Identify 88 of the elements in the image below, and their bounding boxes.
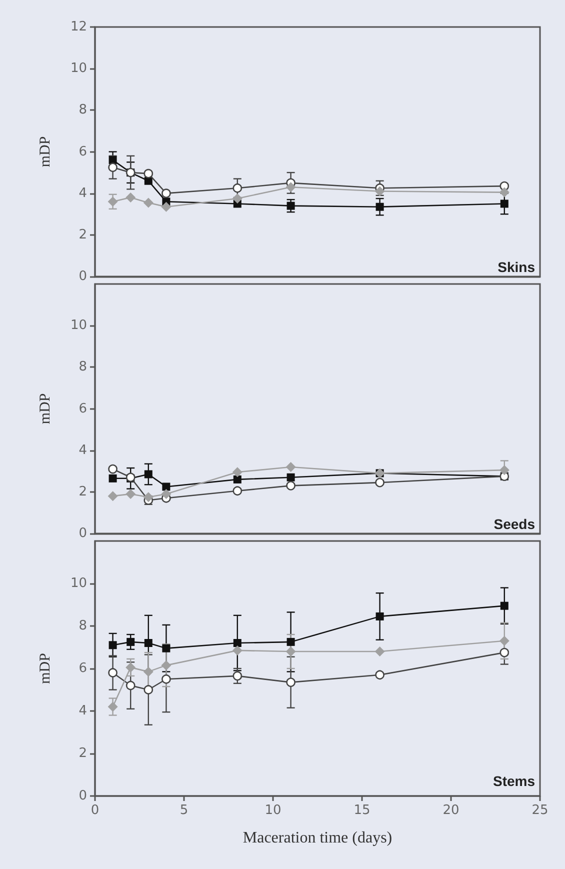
y-tick-label: 0 (78, 526, 87, 541)
point (286, 646, 296, 656)
x-tick-label: 20 (442, 803, 460, 818)
point (162, 482, 170, 491)
y-tick-label: 4 (78, 186, 87, 201)
point (108, 464, 118, 474)
point (286, 638, 295, 646)
y-tick-label: 8 (78, 102, 87, 118)
point (500, 200, 508, 208)
y-tick-label: 8 (78, 360, 87, 375)
point (144, 168, 154, 178)
point (144, 470, 152, 478)
x-tick-label: 25 (532, 803, 548, 818)
y-tick-label: 2 (78, 227, 87, 242)
y-tick-label: 8 (78, 618, 87, 634)
point (232, 645, 242, 656)
point (286, 473, 295, 482)
point (286, 462, 296, 472)
x-tick-label: 5 (180, 803, 188, 818)
point (108, 641, 117, 650)
y-tick-label: 6 (78, 661, 87, 676)
y-tick-label: 2 (78, 484, 87, 500)
point (108, 162, 118, 172)
point (499, 187, 510, 198)
y-tick-label: 6 (78, 401, 87, 416)
point (286, 678, 296, 687)
point (161, 660, 172, 670)
point (232, 467, 242, 478)
point (144, 685, 154, 694)
point (232, 486, 242, 496)
point (376, 202, 384, 211)
x-tick-label: 10 (264, 803, 282, 818)
annotation: Stems (492, 773, 536, 789)
point (143, 666, 154, 677)
y-tick-label: 0 (78, 269, 87, 284)
point (233, 639, 242, 647)
point (126, 638, 135, 646)
y-tick-label: 10 (70, 576, 87, 591)
point (161, 202, 172, 212)
point (500, 648, 510, 658)
x-tick-label: 15 (354, 803, 370, 818)
point (144, 639, 152, 647)
point (143, 198, 154, 208)
point (232, 194, 242, 204)
x-tick-label: 0 (90, 803, 100, 818)
point (108, 156, 117, 164)
y-axis-title: mDP (38, 653, 54, 684)
point (499, 636, 510, 646)
point (374, 646, 385, 656)
point (161, 488, 172, 499)
annotation: Skins (498, 259, 536, 275)
y-axis-title: mDP (38, 136, 54, 168)
point (108, 702, 118, 712)
point (376, 612, 384, 620)
y-tick-label: 10 (70, 61, 87, 76)
y-tick-label: 10 (70, 318, 87, 334)
y-tick-label: 12 (70, 20, 87, 34)
point (162, 188, 171, 198)
y-tick-label: 2 (78, 746, 87, 761)
point (108, 474, 117, 482)
x-axis-title: Maceration time (days) (242, 830, 392, 846)
annotation: Seeds (494, 516, 536, 532)
point (126, 662, 136, 672)
y-tick-label: 4 (78, 442, 87, 458)
point (162, 644, 170, 652)
point (232, 183, 242, 193)
point (108, 491, 118, 502)
y-tick-label: 4 (78, 704, 87, 718)
point (286, 202, 295, 210)
y-axis-title: mDP (38, 393, 54, 424)
point (162, 674, 171, 684)
point (375, 670, 384, 680)
point (374, 186, 385, 196)
point (126, 488, 136, 499)
y-tick-label: 6 (78, 144, 87, 160)
point (500, 602, 508, 610)
point (286, 481, 296, 490)
point (143, 492, 154, 502)
point (286, 182, 296, 192)
point (126, 192, 136, 202)
point (126, 680, 136, 690)
point (232, 671, 242, 681)
point (108, 196, 118, 207)
point (499, 465, 510, 476)
point (375, 478, 384, 488)
y-tick-label: 0 (78, 788, 87, 804)
point (108, 668, 118, 678)
point (233, 475, 242, 484)
